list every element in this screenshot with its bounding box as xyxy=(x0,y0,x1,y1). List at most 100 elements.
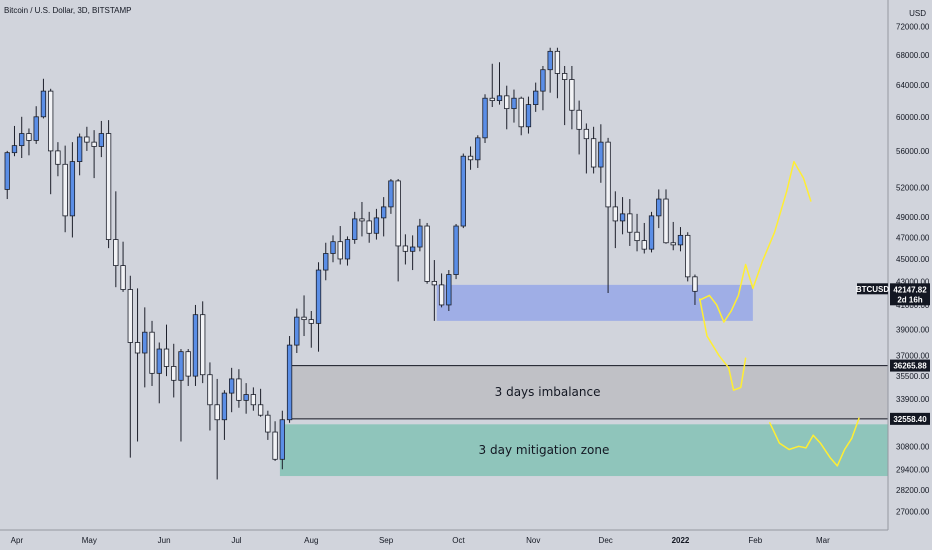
x-tick-label: Jun xyxy=(158,536,171,545)
y-tick-label: 30800.00 xyxy=(896,442,930,451)
candle-body xyxy=(504,95,510,110)
candle-2021-05-18 xyxy=(127,275,133,458)
level-price-value-2: 32558.40 xyxy=(893,415,927,424)
candle-2021-12-17 xyxy=(641,222,647,254)
candle-body xyxy=(641,240,647,250)
candle-2021-04-24 xyxy=(69,142,76,238)
candle-body xyxy=(178,351,184,381)
candle-body xyxy=(569,79,575,111)
candle-body xyxy=(84,136,90,143)
x-tick-label: Mar xyxy=(816,536,830,545)
candle-body xyxy=(489,97,495,102)
candle-2021-09-06 xyxy=(395,179,401,282)
candle-body xyxy=(677,234,684,246)
projection-path-1 xyxy=(699,298,747,391)
candle-body xyxy=(105,133,112,240)
candle-2021-04-09 xyxy=(33,106,39,144)
candle-body xyxy=(344,239,351,260)
candle-2021-11-08 xyxy=(547,47,553,93)
candle-body xyxy=(149,331,155,374)
candle-body xyxy=(598,141,604,168)
y-tick-label: 49000.00 xyxy=(896,213,930,222)
candle-body xyxy=(11,145,18,154)
candle-body xyxy=(33,116,39,141)
candle-body xyxy=(236,378,242,401)
x-tick-label: Sep xyxy=(379,536,394,545)
candle-2021-04-06 xyxy=(26,128,32,156)
candle-body xyxy=(482,97,488,139)
candle-body xyxy=(352,218,358,240)
candle-body xyxy=(279,419,285,460)
candle-2021-11-29 xyxy=(598,124,604,183)
candle-2021-04-12 xyxy=(40,78,47,119)
zone-2 xyxy=(279,424,888,477)
candle-2021-10-30 xyxy=(525,96,532,134)
x-tick-label: May xyxy=(82,536,97,545)
candle-2021-12-23 xyxy=(656,189,662,229)
candle-2021-09-12 xyxy=(409,235,416,271)
candle-2021-06-23 xyxy=(214,378,220,480)
time-axis[interactable]: Apr May Jun Jul Aug Sep Oct Nov Dec 2022 Feb Mar xyxy=(11,536,830,545)
candles-layer xyxy=(4,47,698,480)
level-price-tag-1 xyxy=(890,359,930,372)
zone-0 xyxy=(436,284,753,321)
candle-2022-01-04 xyxy=(685,232,691,282)
candle-2021-06-08 xyxy=(178,349,184,442)
candle-body xyxy=(4,152,10,190)
candle-body xyxy=(417,225,423,248)
candle-body xyxy=(142,331,148,354)
candle-2021-11-14 xyxy=(562,65,568,126)
candle-body xyxy=(257,404,264,416)
level-price-value-1: 36265.88 xyxy=(893,362,927,371)
candle-body xyxy=(409,246,416,252)
candle-body xyxy=(156,348,162,374)
candle-2021-06-29 xyxy=(229,367,235,413)
candle-body xyxy=(685,234,691,278)
candle-2021-12-02 xyxy=(605,137,611,294)
candle-2021-08-07 xyxy=(323,242,329,281)
candle-2021-03-31 xyxy=(11,125,18,157)
candle-2021-12-11 xyxy=(627,199,633,246)
candle-body xyxy=(171,366,177,381)
candle-body xyxy=(113,239,119,266)
candle-2021-05-21 xyxy=(134,288,141,442)
y-tick-label: 41000.00 xyxy=(896,301,930,310)
candle-2021-08-13 xyxy=(337,226,343,265)
candle-2021-08-01 xyxy=(308,311,314,348)
x-tick-label: Oct xyxy=(452,536,465,545)
candle-2021-08-31 xyxy=(381,197,387,237)
candle-2021-07-14 xyxy=(265,410,271,440)
candle-body xyxy=(207,374,213,406)
candle-2021-12-14 xyxy=(634,213,640,252)
candle-2021-10-03 xyxy=(460,153,466,229)
candle-2021-12-26 xyxy=(663,189,669,244)
candle-2021-04-15 xyxy=(48,88,54,195)
candle-body xyxy=(294,316,300,346)
y-tick-label: 52000.00 xyxy=(896,184,930,193)
candle-body xyxy=(265,414,271,433)
candle-2021-05-15 xyxy=(120,241,126,292)
candle-2021-08-10 xyxy=(330,235,336,263)
chart-title: Bitcoin / U.S. Dollar, 3D, BITSTAMP xyxy=(4,6,131,15)
zone-1 xyxy=(287,365,888,419)
candle-body xyxy=(185,351,191,377)
candle-2022-01-01 xyxy=(677,227,684,252)
candle-body xyxy=(554,50,561,74)
candle-body xyxy=(301,316,307,321)
candle-2021-10-27 xyxy=(518,96,524,136)
candle-2021-11-20 xyxy=(576,100,582,155)
candle-body xyxy=(388,180,394,208)
candle-2021-12-29 xyxy=(670,221,676,251)
y-tick-label: 43000.00 xyxy=(896,277,930,286)
zones-layer: 3 days imbalance 3 day mitigation zone xyxy=(279,284,888,477)
candle-2021-11-17 xyxy=(569,65,575,130)
candle-2021-10-12 xyxy=(482,94,488,144)
candle-body xyxy=(229,378,235,394)
price-axis[interactable]: 72000.00 68000.00 64000.00 60000.00 56000.00… xyxy=(896,23,930,517)
symbol-tag-label: BTCUSD xyxy=(856,285,890,294)
candle-2021-11-26 xyxy=(590,126,597,174)
candle-body xyxy=(62,163,68,217)
candle-body xyxy=(496,95,503,102)
candle-2021-12-20 xyxy=(648,211,655,253)
